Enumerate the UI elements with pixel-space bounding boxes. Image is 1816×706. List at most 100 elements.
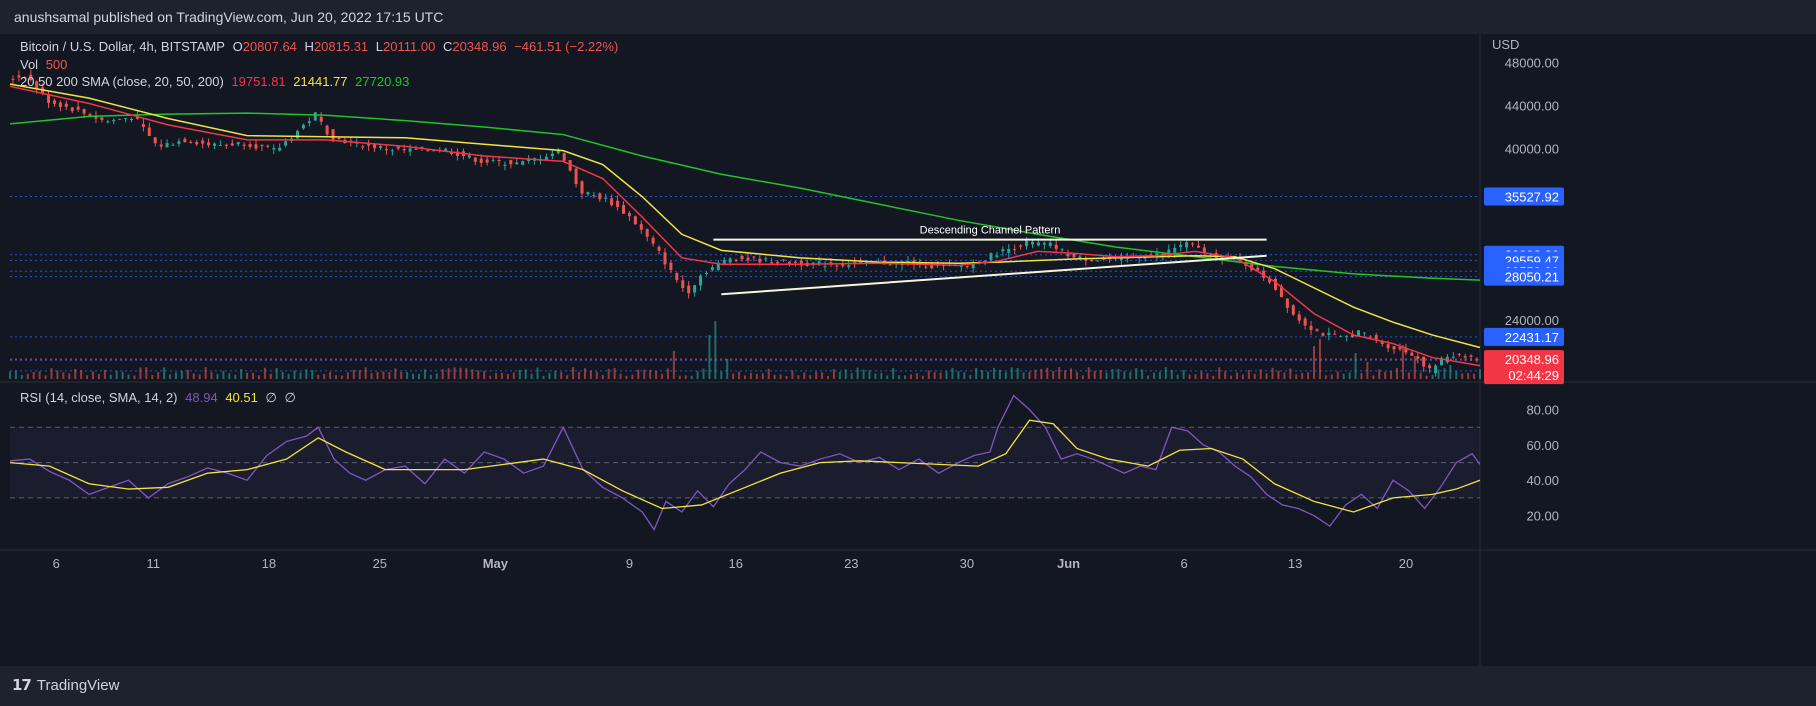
candle-body bbox=[716, 262, 720, 270]
high-value: 20815.31 bbox=[313, 39, 369, 54]
volume-bar bbox=[1158, 371, 1161, 379]
volume-bar bbox=[672, 351, 675, 379]
volume-bar bbox=[1301, 372, 1304, 379]
volume-bar bbox=[963, 372, 966, 379]
candle-body bbox=[645, 229, 649, 237]
volume-bar bbox=[1028, 371, 1031, 379]
volume-bar bbox=[382, 371, 385, 379]
volume-bar bbox=[850, 372, 853, 379]
candle-body bbox=[799, 260, 803, 266]
volume-bar bbox=[844, 369, 847, 379]
tradingview-logo[interactable]: 17 TradingView bbox=[12, 676, 119, 694]
time-tick: 13 bbox=[1288, 556, 1302, 571]
candle-body bbox=[76, 106, 80, 110]
candle-body bbox=[1356, 330, 1360, 337]
candle-body bbox=[1202, 247, 1206, 253]
price-level-label: 22431.17 bbox=[1505, 330, 1559, 345]
volume-bar bbox=[625, 375, 628, 379]
volume-bar bbox=[1313, 346, 1316, 379]
volume-bar bbox=[246, 372, 249, 379]
candle-body bbox=[924, 266, 928, 268]
candle-body bbox=[1268, 278, 1272, 283]
volume-bar bbox=[1164, 367, 1167, 379]
candle-body bbox=[212, 143, 216, 146]
volume-bar bbox=[749, 372, 752, 379]
candle-body bbox=[764, 258, 768, 260]
candle-body bbox=[1173, 247, 1177, 253]
time-tick: 18 bbox=[262, 556, 276, 571]
candle-body bbox=[284, 141, 288, 146]
candle-body bbox=[1179, 244, 1183, 248]
candle-body bbox=[23, 77, 27, 79]
volume-bar bbox=[14, 370, 17, 379]
candle-body bbox=[1439, 357, 1443, 366]
volume-bar bbox=[506, 374, 509, 379]
volume-bar bbox=[886, 375, 889, 379]
candle-body bbox=[1309, 325, 1313, 330]
volume-bar bbox=[904, 375, 907, 379]
candle-body bbox=[971, 263, 975, 269]
volume-bar bbox=[815, 371, 818, 379]
candle-body bbox=[562, 153, 566, 161]
candle-body bbox=[100, 117, 104, 120]
candle-body bbox=[242, 144, 246, 146]
candle-body bbox=[153, 137, 157, 144]
candle-body bbox=[787, 261, 791, 264]
candle-body bbox=[722, 260, 726, 265]
volume-bar bbox=[465, 368, 468, 379]
candle-body bbox=[1297, 314, 1301, 321]
volume-bar bbox=[1277, 370, 1280, 379]
volume-bar bbox=[364, 367, 367, 379]
volume-bar bbox=[38, 371, 41, 379]
candle-body bbox=[1084, 259, 1088, 261]
candle-body bbox=[1030, 241, 1034, 245]
volume-bar bbox=[1064, 370, 1067, 379]
volume-bar bbox=[578, 371, 581, 379]
volume-bar bbox=[1152, 372, 1155, 379]
volume-bar bbox=[826, 375, 829, 379]
candle-body bbox=[1374, 335, 1378, 340]
candle-body bbox=[989, 253, 993, 260]
volume-bar bbox=[785, 375, 788, 379]
candle-body bbox=[1434, 365, 1438, 374]
candle-body bbox=[1250, 262, 1254, 271]
volume-bar bbox=[619, 373, 622, 379]
volume-bar bbox=[1407, 372, 1410, 379]
candle-body bbox=[325, 125, 329, 135]
chart-svg[interactable]: 35527.9230093.2629559.4728553.3028050.21… bbox=[0, 34, 1816, 666]
volume-bar bbox=[489, 375, 492, 379]
candle-body bbox=[598, 193, 602, 200]
candle-body bbox=[728, 258, 732, 263]
volume-bar bbox=[394, 368, 397, 379]
volume-bar bbox=[987, 371, 990, 379]
candle-body bbox=[1469, 355, 1473, 357]
candle-body bbox=[681, 280, 685, 289]
candle-body bbox=[147, 127, 151, 136]
volume-bar bbox=[1419, 372, 1422, 379]
candle-body bbox=[1048, 242, 1052, 247]
volume-bar bbox=[524, 369, 527, 379]
volume-bar bbox=[210, 371, 213, 379]
time-tick: 9 bbox=[626, 556, 633, 571]
candle-body bbox=[17, 75, 21, 78]
volume-bar bbox=[548, 372, 551, 379]
volume-bar bbox=[180, 371, 183, 379]
volume-bar bbox=[1318, 339, 1321, 379]
candle-body bbox=[675, 273, 679, 281]
volume-bar bbox=[951, 367, 954, 379]
volume-bar bbox=[115, 370, 118, 379]
candle-body bbox=[272, 147, 276, 150]
candle-body bbox=[752, 256, 756, 258]
volume-bar bbox=[121, 371, 124, 379]
candle-body bbox=[983, 260, 987, 262]
volume-bar bbox=[145, 367, 148, 379]
volume-bar bbox=[702, 368, 705, 379]
candle-body bbox=[426, 149, 430, 151]
volume-bar bbox=[234, 374, 237, 379]
volume-bar bbox=[1348, 372, 1351, 379]
volume-bar bbox=[684, 375, 687, 379]
volume-bar bbox=[358, 370, 361, 379]
candle-body bbox=[633, 216, 637, 225]
volume-bar bbox=[945, 371, 948, 379]
volume-bar bbox=[1194, 374, 1197, 379]
